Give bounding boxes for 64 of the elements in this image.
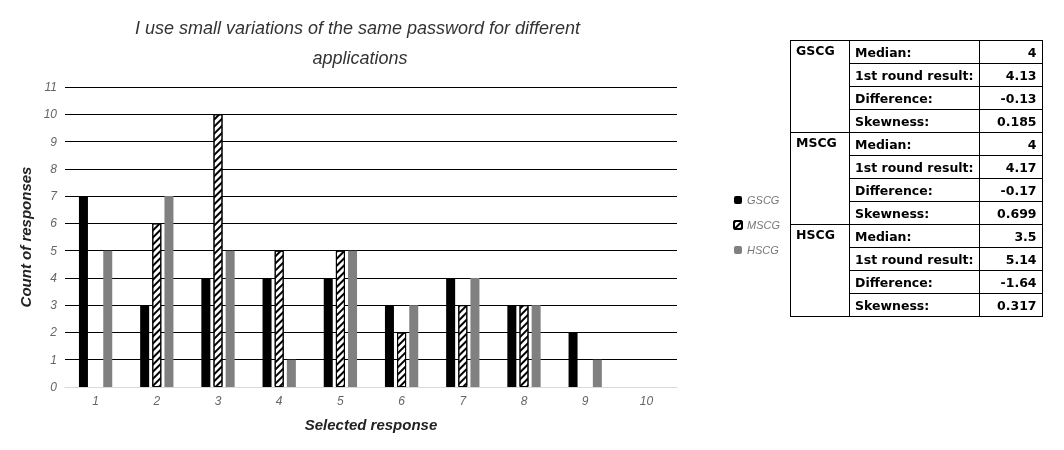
y-tick-label: 6 [50,216,58,231]
text: 1st round result: [849,247,980,271]
bar [409,305,419,387]
x-tick-label: 5 [337,394,345,408]
text: Median: [849,40,980,64]
text: 4 [979,40,1043,64]
text: Median: [849,224,980,248]
text: -0.17 [979,178,1043,202]
legend-label: GSCG [747,194,780,206]
legend-label: HSCG [747,244,780,256]
y-tick-label: 9 [50,134,58,149]
bar [348,250,358,387]
text: Skewness: [849,109,980,133]
bar [531,305,541,387]
y-tick-label: 0 [50,380,58,394]
bar [103,250,113,387]
x-tick-label: 10 [639,394,654,408]
bar [164,196,174,387]
y-tick-label: 3 [50,298,58,313]
y-tick-label: 7 [50,189,59,204]
text: Median: [849,132,980,156]
text: 1st round result: [849,155,980,179]
y-tick-label: 5 [50,243,58,258]
y-tick-label: 1 [50,352,57,367]
legend-label: MSCG [747,219,781,231]
y-axis-title: Count of responses [16,166,34,308]
text: 5.14 [979,247,1043,271]
y-tick-label: 8 [50,161,58,176]
text: 4.13 [979,63,1043,87]
text: 0.185 [979,109,1043,133]
text: -0.13 [979,86,1043,110]
bar [592,359,602,387]
text: 0.317 [979,293,1043,317]
text: Difference: [849,178,980,202]
text: 3.5 [979,224,1043,248]
bar [286,359,296,387]
bar [225,250,235,387]
x-tick-label: 3 [214,394,222,408]
text: 4 [979,132,1043,156]
chart-title: I use small variations of the same password for different applications [134,18,586,68]
text: Skewness: [849,293,980,317]
x-tick-label: 7 [459,394,468,408]
y-tick-label: 11 [44,80,57,94]
text: MSCG [790,132,850,225]
x-tick-label: 1 [92,394,99,408]
text: 4.17 [979,155,1043,179]
text: 0.699 [979,201,1043,225]
text: 1st round result: [849,63,980,87]
text: Difference: [849,86,980,110]
y-tick-label: 10 [43,107,58,122]
text: Difference: [849,270,980,294]
x-tick-label: 9 [581,394,589,408]
text: Skewness: [849,201,980,225]
y-tick-label: 4 [50,270,58,285]
text: -1.64 [979,270,1043,294]
x-tick-label: 2 [152,394,161,408]
y-tick-label: 2 [49,325,58,340]
text: HSCG [790,224,850,317]
x-tick-label: 6 [398,394,406,408]
text: GSCG [790,40,850,133]
x-tick-label: 4 [275,394,283,408]
x-axis-title: Selected response [304,416,438,433]
x-tick-label: 8 [520,394,528,408]
bar [470,277,480,387]
